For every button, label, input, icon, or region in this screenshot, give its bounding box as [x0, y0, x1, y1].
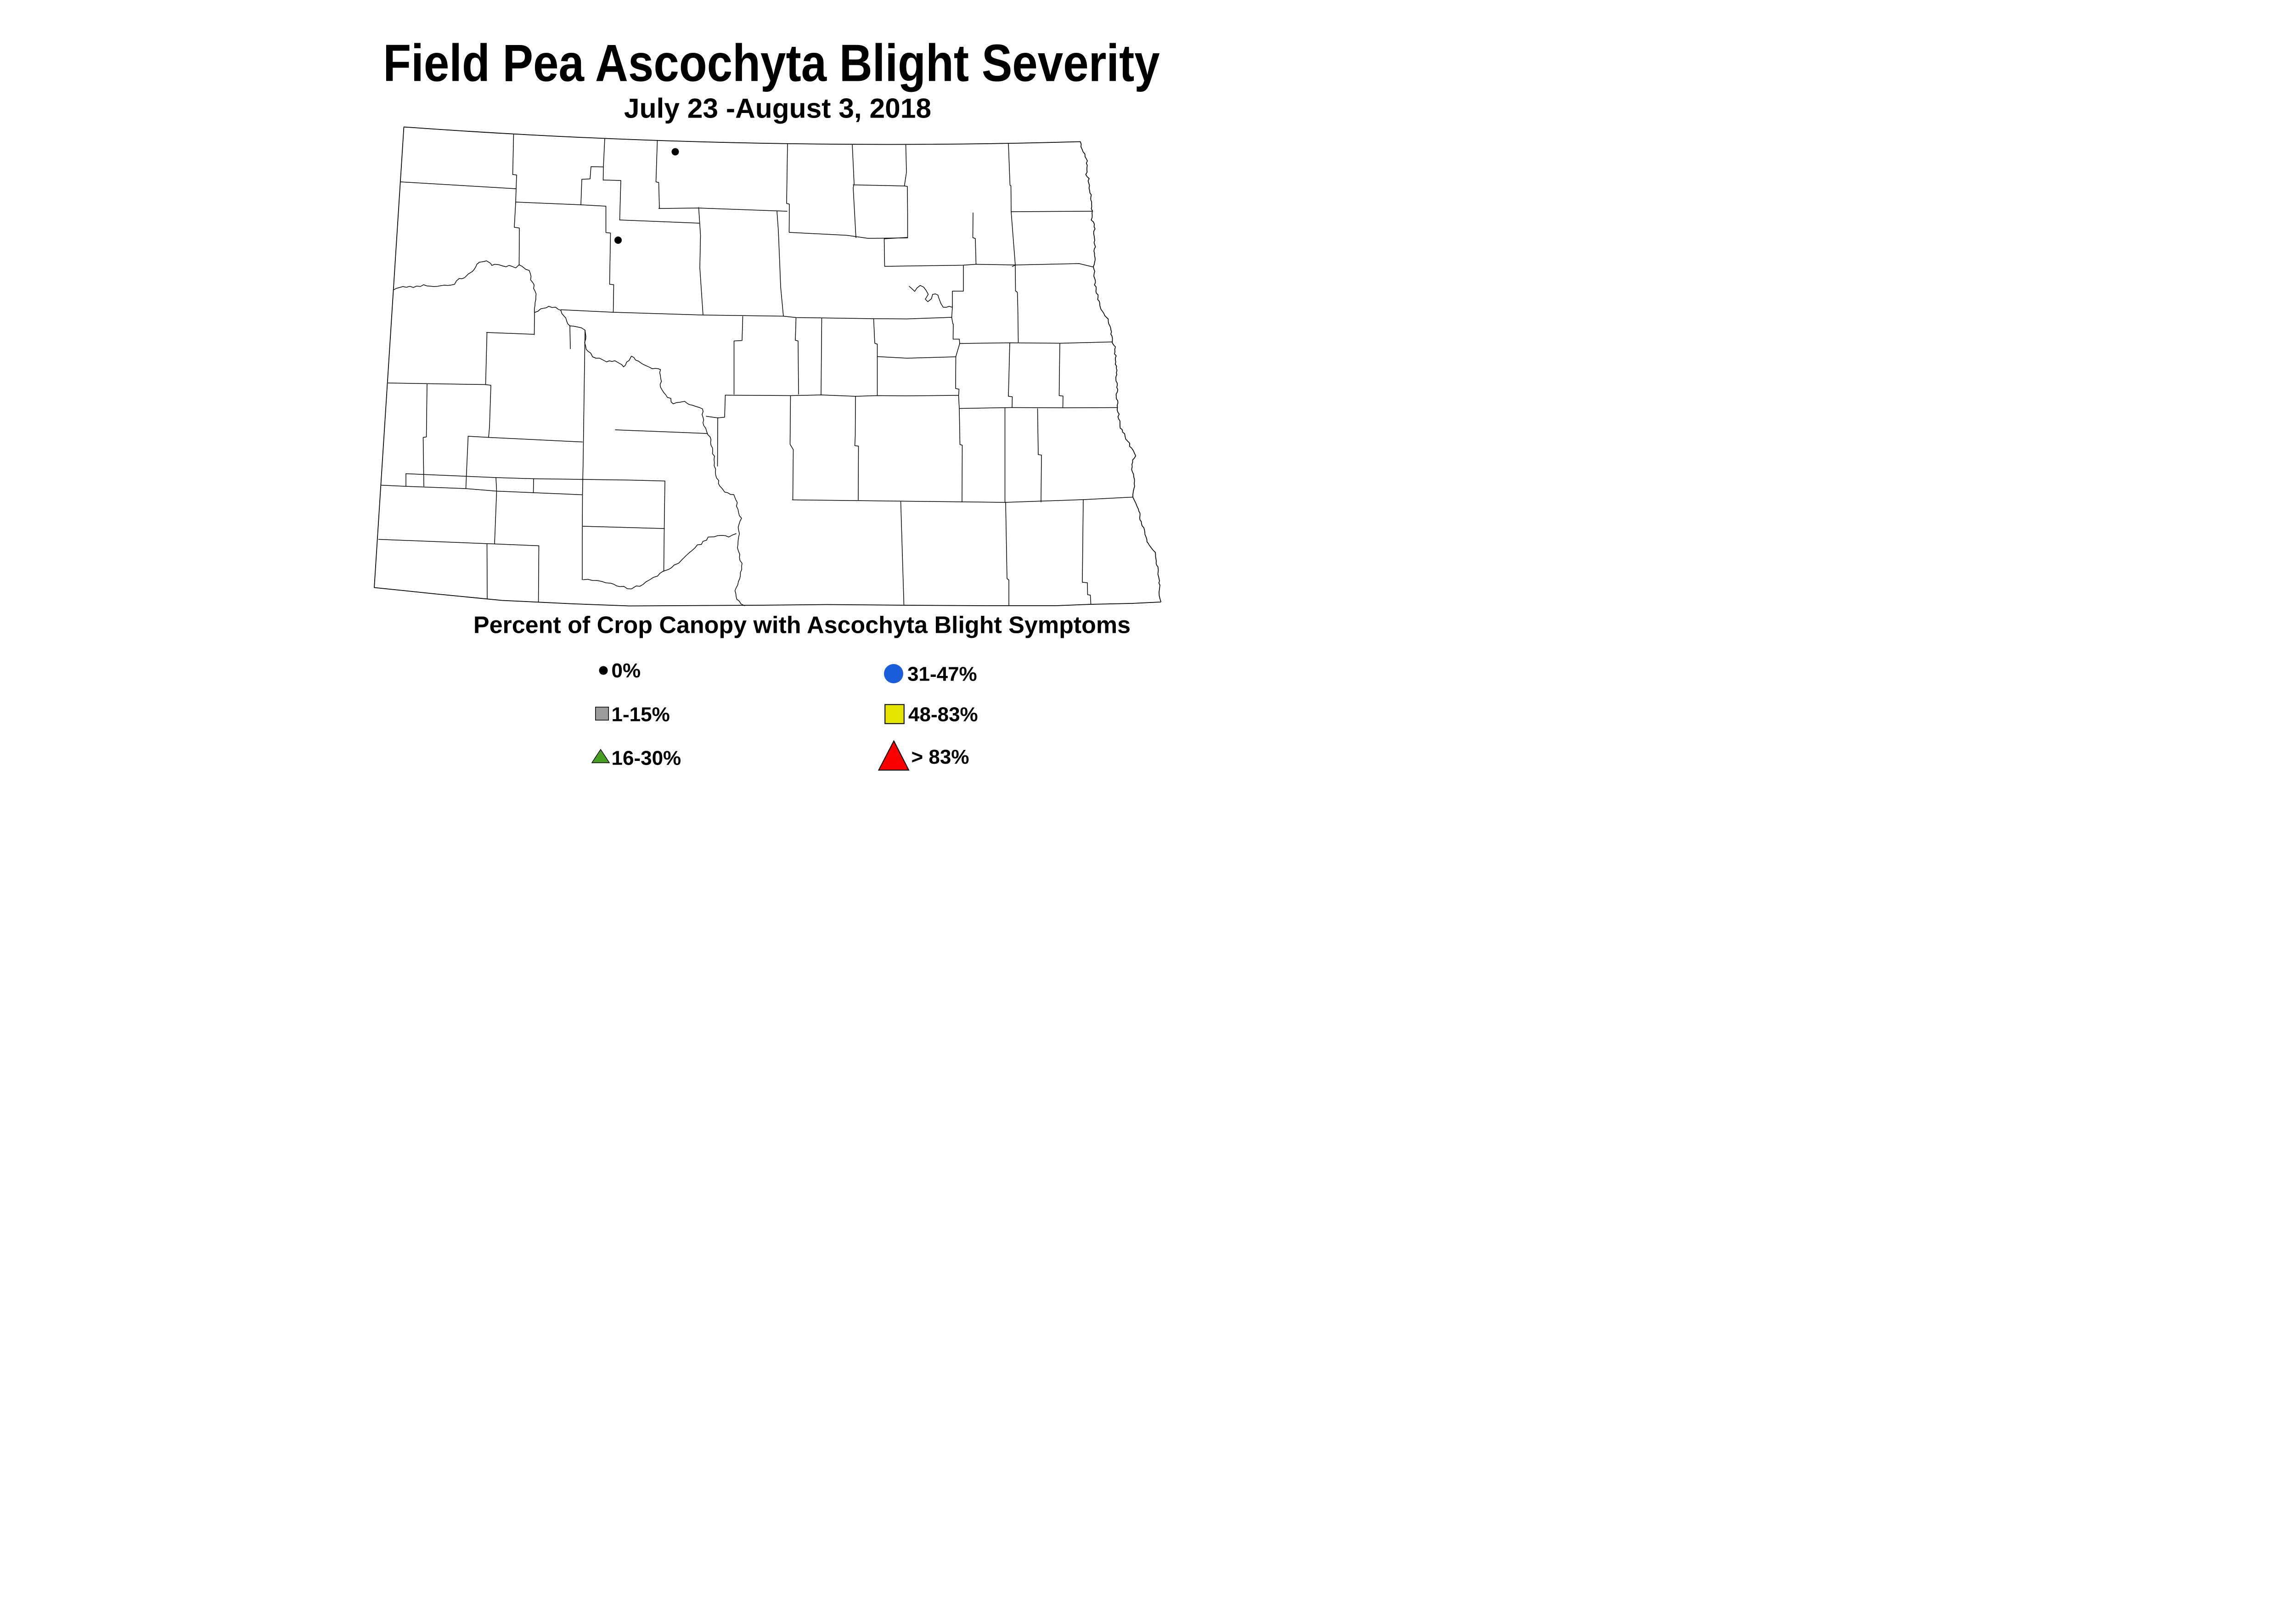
svg-text:July 23 -August 3, 2018: July 23 -August 3, 2018: [624, 93, 931, 124]
svg-text:1-15%: 1-15%: [612, 704, 670, 726]
svg-text:Percent of Crop Canopy with As: Percent of Crop Canopy with Ascochyta Bl…: [473, 612, 1131, 639]
svg-text:Field Pea Ascochyta Blight Sev: Field Pea Ascochyta Blight Severity: [383, 34, 1160, 93]
svg-text:16-30%: 16-30%: [612, 747, 681, 770]
svg-text:0%: 0%: [612, 659, 641, 682]
svg-text:> 83%: > 83%: [912, 746, 969, 768]
svg-text:31-47%: 31-47%: [907, 663, 977, 686]
svg-text:48-83%: 48-83%: [908, 704, 978, 726]
